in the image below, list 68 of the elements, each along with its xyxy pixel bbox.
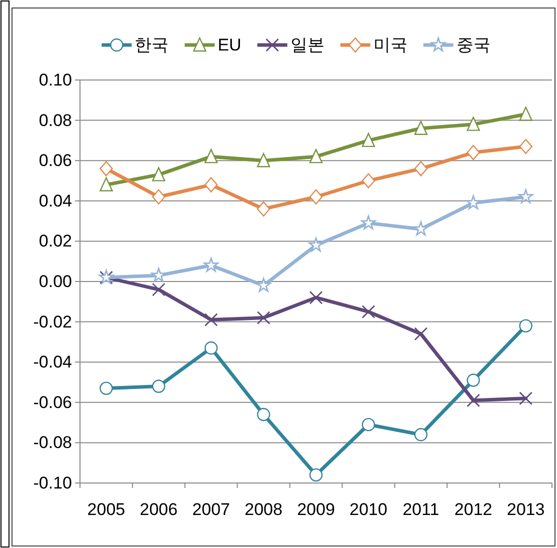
- point: [204, 313, 218, 326]
- point: [152, 189, 166, 204]
- point: [152, 167, 166, 182]
- point: [518, 189, 534, 204]
- point: [256, 201, 270, 217]
- point: [256, 408, 270, 422]
- point: [256, 153, 270, 168]
- y-tick-label: 0.06: [38, 151, 72, 170]
- x-tick-label: 2011: [402, 500, 440, 519]
- point: [309, 148, 323, 164]
- point: [414, 120, 428, 135]
- x-tick-label: 2007: [192, 500, 230, 519]
- point: [414, 428, 428, 442]
- legend-label: 한국: [134, 36, 169, 54]
- point: [256, 278, 271, 292]
- y-tick-label: -0.04: [33, 352, 72, 372]
- point: [152, 282, 166, 296]
- legend-label: 중국: [456, 36, 490, 54]
- y-tick-label: 0.04: [38, 191, 72, 210]
- y-tick-label: -0.10: [33, 474, 72, 492]
- x-tick-label: 2013: [506, 500, 545, 519]
- legend-label: 일본: [290, 36, 324, 54]
- point: [256, 311, 270, 324]
- point: [362, 418, 376, 432]
- point: [100, 177, 113, 192]
- y-tick-label: 0.02: [38, 232, 72, 251]
- point: [309, 468, 323, 482]
- x-tick-label: 2006: [140, 500, 178, 519]
- point: [519, 319, 532, 332]
- y-tick-label: -0.08: [33, 433, 72, 452]
- y-tick-label: -0.06: [33, 392, 72, 412]
- point: [308, 238, 324, 252]
- y-tick-label: -0.02: [33, 312, 72, 332]
- point: [362, 132, 376, 148]
- point: [151, 268, 166, 282]
- point: [414, 161, 428, 176]
- point: [362, 173, 376, 188]
- point: [414, 221, 428, 236]
- point: [414, 327, 428, 341]
- point: [309, 290, 323, 304]
- x-tick-label: 2008: [244, 500, 282, 519]
- point: [466, 374, 480, 387]
- point: [204, 341, 218, 355]
- y-tick-label: 0.08: [38, 110, 72, 130]
- x-tick-label: 2009: [297, 500, 335, 519]
- point: [466, 195, 481, 210]
- point: [361, 215, 376, 230]
- point: [204, 258, 218, 272]
- point: [100, 382, 113, 395]
- x-tick-label: 2012: [454, 500, 492, 519]
- legend-label: EU: [218, 36, 242, 54]
- point: [466, 116, 480, 131]
- point: [466, 144, 480, 160]
- x-tick-label: 2005: [87, 500, 126, 519]
- point: [204, 148, 218, 164]
- y-tick-label: 0.10: [38, 70, 72, 90]
- point: [519, 106, 532, 121]
- point: [152, 380, 166, 393]
- y-tick-label: 0.00: [38, 272, 72, 291]
- point: [466, 394, 480, 408]
- point: [519, 138, 532, 154]
- point: [519, 392, 532, 406]
- point: [204, 177, 218, 192]
- point: [309, 189, 323, 204]
- point: [100, 161, 113, 176]
- x-tick-label: 2010: [350, 500, 388, 519]
- point: [362, 305, 376, 318]
- legend-label: 미국: [373, 36, 408, 54]
